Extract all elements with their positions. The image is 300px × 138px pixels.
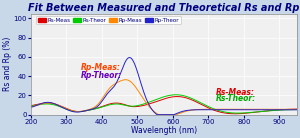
Legend: Rs-Meas, Rs-Theor, Rp-Meas, Rp-Theor: Rs-Meas, Rs-Theor, Rp-Meas, Rp-Theor [36, 16, 181, 24]
Y-axis label: Rs and Rp (%): Rs and Rp (%) [3, 37, 12, 91]
Text: Rs-Theor:: Rs-Theor: [215, 94, 256, 103]
X-axis label: Wavelength (nm): Wavelength (nm) [131, 126, 197, 135]
Text: Rp-Meas:: Rp-Meas: [81, 63, 120, 72]
Text: Rs-Meas:: Rs-Meas: [215, 88, 254, 97]
Text: Rp-Theor:: Rp-Theor: [81, 71, 122, 80]
Title: Fit Between Measured and Theoretical Rs and Rp: Fit Between Measured and Theoretical Rs … [28, 3, 300, 13]
